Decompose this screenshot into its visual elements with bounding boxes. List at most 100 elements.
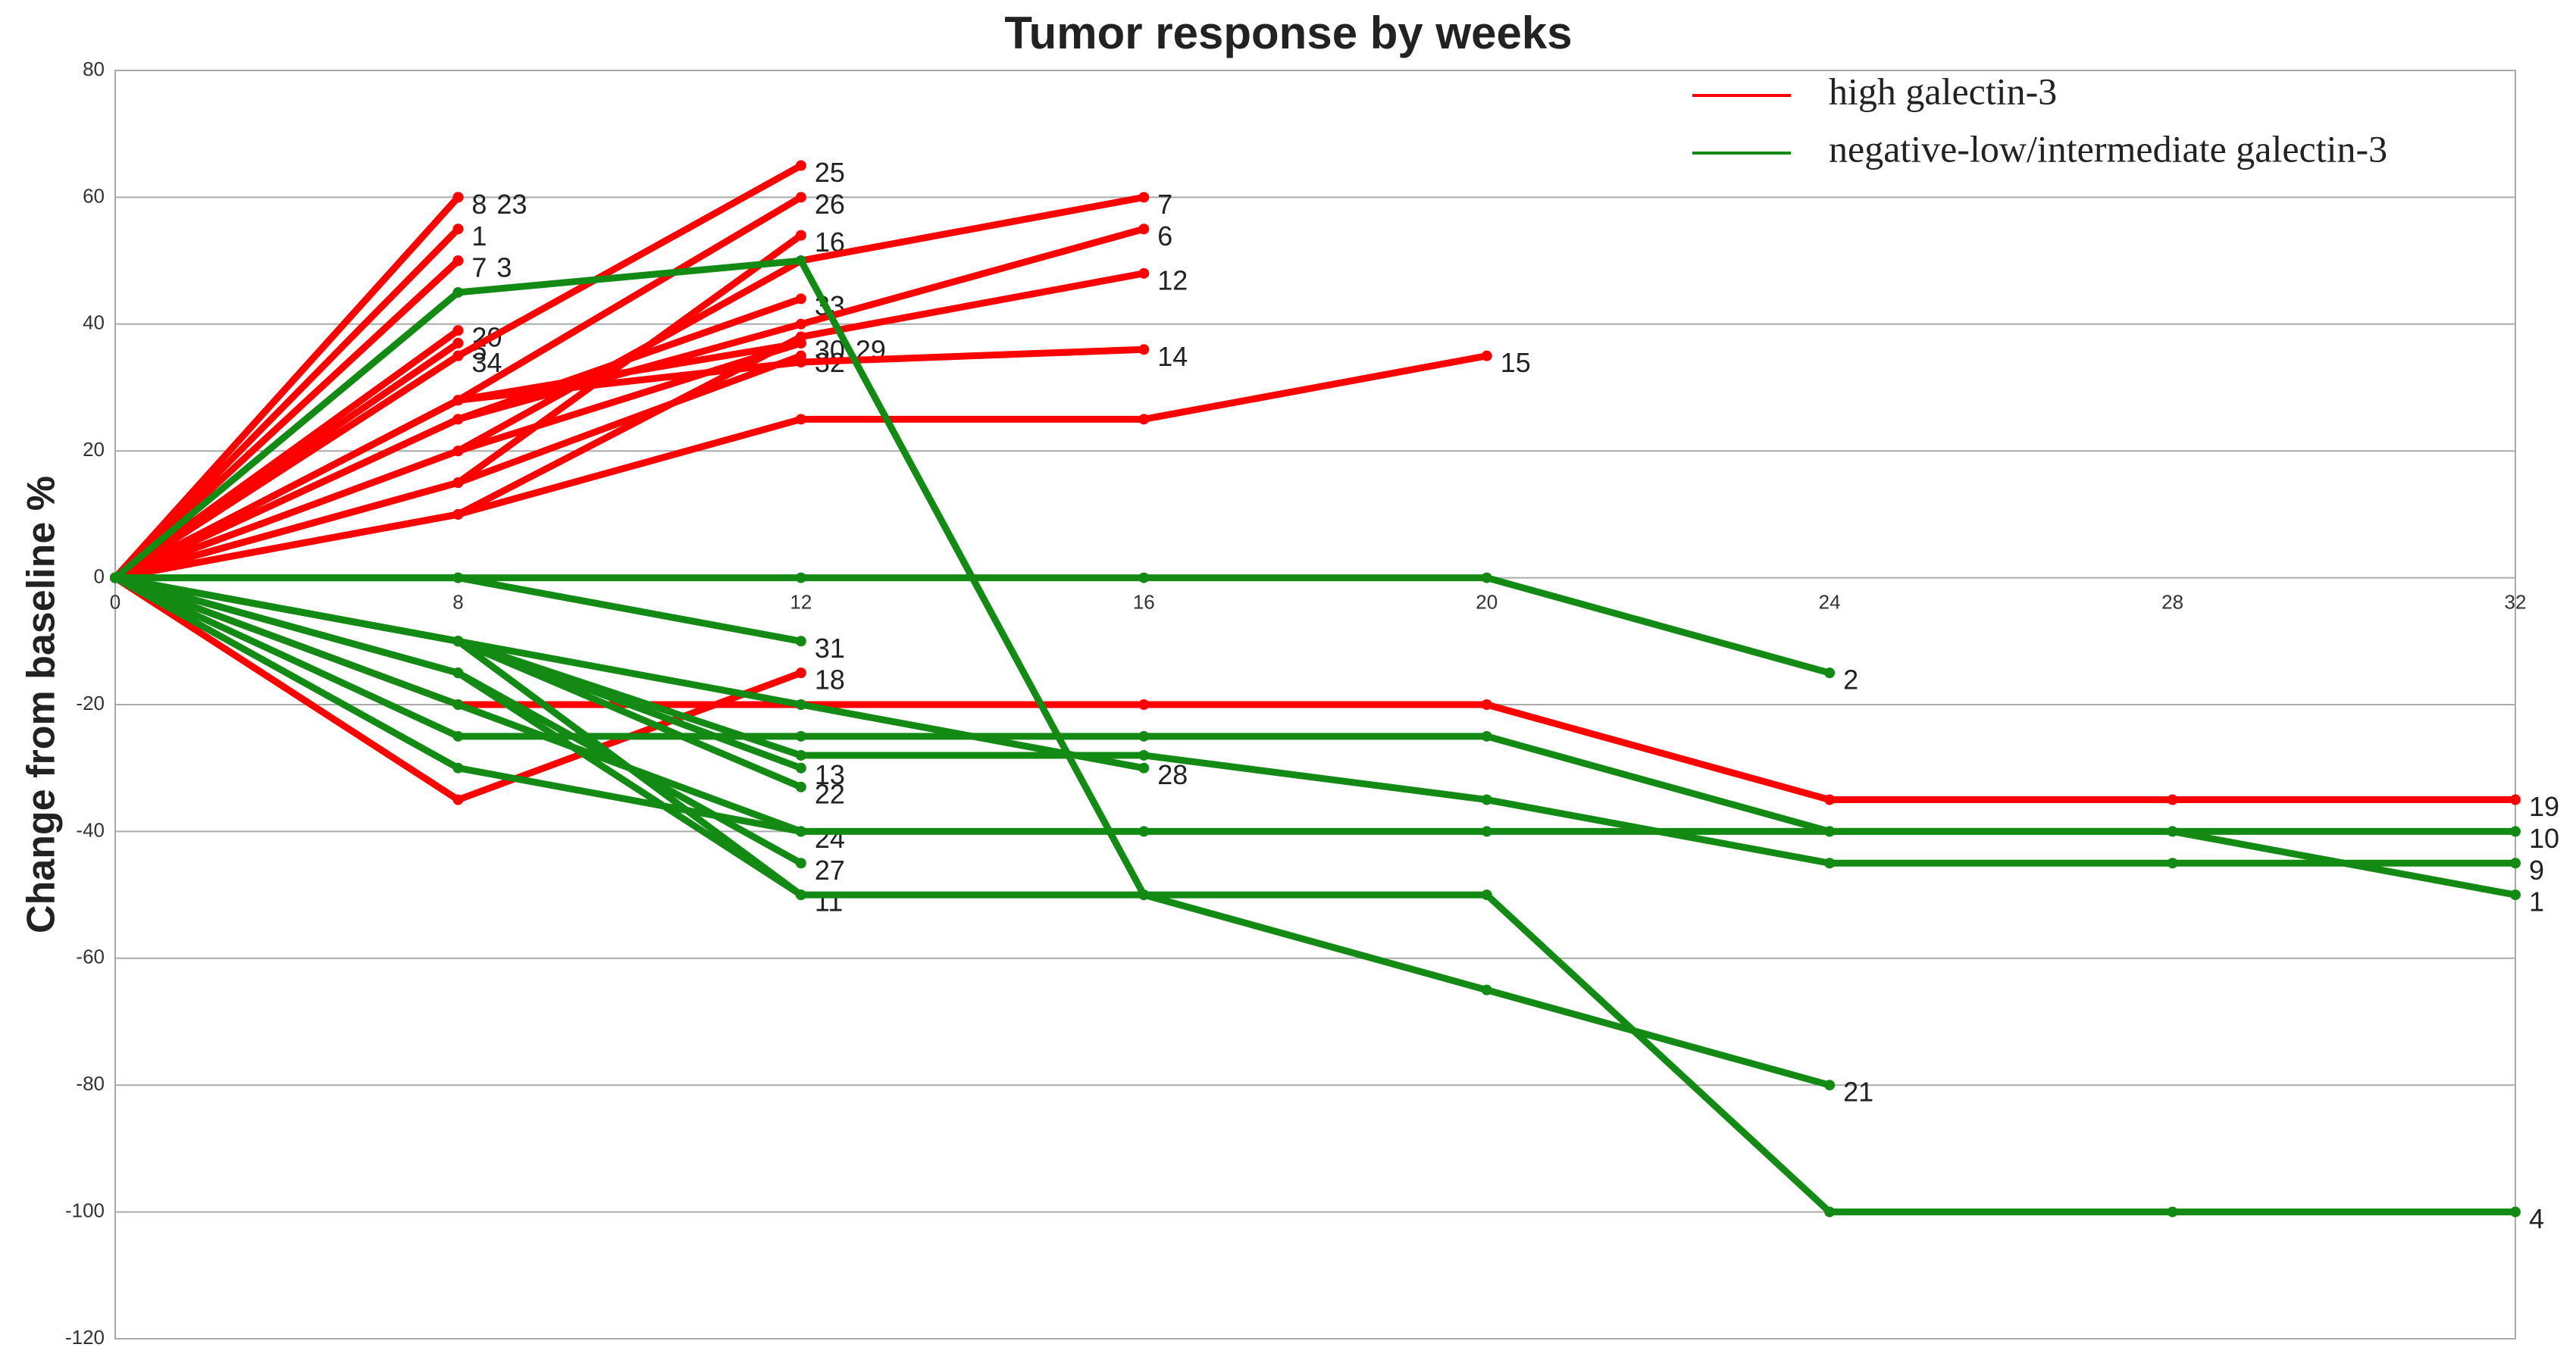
point (452, 337, 464, 349)
point (2167, 1206, 2178, 1218)
y-tick-label: -80 (76, 1072, 105, 1095)
point (1138, 749, 1150, 761)
point (795, 160, 806, 171)
y-tick-label: 20 (83, 438, 105, 461)
point (795, 730, 806, 742)
point (2510, 858, 2521, 869)
point (1481, 826, 1492, 837)
y-axis-label: Change from baseline % (20, 476, 64, 933)
series-end-label: 4 (2529, 1203, 2544, 1234)
point (795, 889, 806, 901)
series-end-label: 7 (471, 252, 487, 283)
point (452, 192, 464, 203)
point (795, 781, 806, 792)
series-end-label: 2 (1843, 664, 1858, 696)
point (1138, 826, 1150, 837)
point (2510, 826, 2521, 837)
series-end-label: 15 (1501, 347, 1531, 378)
point (1481, 730, 1492, 742)
series-line (112, 195, 461, 580)
point (795, 414, 806, 425)
x-tick-label: 12 (790, 590, 812, 613)
series-end-label: 23 (496, 189, 527, 220)
point (2510, 1206, 2521, 1218)
series-end-label: 1 (2529, 886, 2544, 918)
legend-label: high galectin-3 (1829, 70, 2057, 112)
y-tick-label: -40 (76, 818, 105, 841)
point (1138, 889, 1150, 901)
point (795, 293, 806, 305)
point (795, 858, 806, 869)
y-tick-label: -60 (76, 946, 105, 968)
series-end-label: 28 (1157, 759, 1188, 790)
point (1138, 699, 1150, 710)
series-end-label: 31 (815, 633, 845, 664)
y-tick-label: -100 (65, 1199, 105, 1221)
point (1481, 984, 1492, 996)
point (795, 255, 806, 267)
point (1138, 192, 1150, 203)
series-line (114, 225, 1145, 581)
series-end-label: 22 (815, 778, 845, 809)
series-end-label: 9 (2529, 855, 2544, 886)
point (452, 224, 464, 235)
point (795, 826, 806, 837)
series-line (113, 257, 2515, 1216)
point (1824, 1206, 1836, 1218)
point (1138, 762, 1150, 774)
series-line (112, 258, 461, 580)
point (795, 331, 806, 342)
chart-title: Tumor response by weeks (1004, 8, 1572, 58)
y-tick-label: 40 (83, 311, 105, 334)
point (795, 192, 806, 203)
series-end-label: 3 (496, 252, 512, 283)
x-tick-label: 16 (1133, 590, 1155, 613)
x-tick-label: 32 (2505, 590, 2527, 613)
point (452, 762, 464, 774)
series-end-label: 7 (1157, 189, 1172, 220)
point (452, 255, 464, 267)
point (452, 667, 464, 679)
y-tick-label: 0 (94, 564, 105, 587)
series-line (113, 327, 461, 581)
series-end-label: 24 (815, 823, 845, 854)
y-tick-label: 60 (83, 184, 105, 207)
x-tick-label: 0 (110, 590, 121, 613)
y-tick-label: -20 (76, 692, 105, 714)
series-end-label: 18 (815, 664, 845, 696)
point (452, 730, 464, 742)
series-end-label: 21 (1843, 1077, 1873, 1108)
series-end-label: 12 (1157, 264, 1188, 295)
point (795, 357, 806, 368)
series-end-label: 11 (815, 886, 843, 918)
point (1824, 1080, 1836, 1091)
point (1138, 730, 1150, 742)
point (452, 477, 464, 489)
point (2510, 794, 2521, 805)
point (2167, 826, 2178, 837)
series-end-label: 14 (1157, 341, 1188, 372)
point (795, 230, 806, 241)
point (1138, 224, 1150, 235)
series-line (114, 574, 2515, 867)
series-end-label: 1 (471, 220, 487, 252)
point (2167, 858, 2178, 869)
series-line (114, 193, 1145, 581)
y-tick-label: 80 (83, 58, 105, 80)
point (795, 699, 806, 710)
point (1481, 794, 1492, 805)
point (1138, 572, 1150, 583)
x-tick-label: 8 (452, 590, 463, 613)
series-line (115, 574, 1831, 677)
series-end-label: 34 (471, 347, 502, 378)
point (1824, 667, 1836, 679)
point (1481, 350, 1492, 361)
series-end-label: 25 (815, 157, 845, 188)
point (1824, 794, 1836, 805)
series-end-label: 26 (815, 189, 845, 220)
point (1481, 699, 1492, 710)
series-line (113, 345, 1144, 581)
point (452, 699, 464, 710)
point (452, 325, 464, 336)
